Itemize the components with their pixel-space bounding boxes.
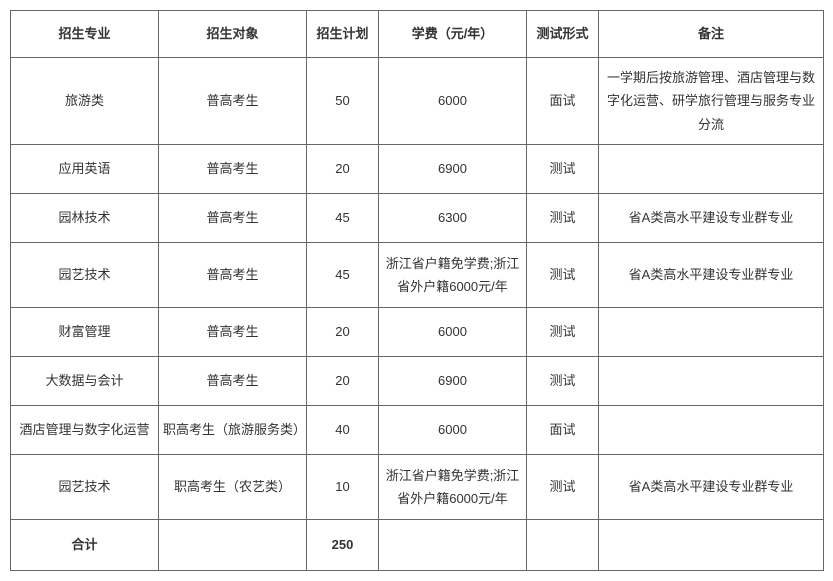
cell-fee: 6000	[379, 406, 527, 455]
cell-plan: 45	[307, 194, 379, 243]
cell-test: 测试	[527, 308, 599, 357]
cell-note: 省A类高水平建设专业群专业	[599, 455, 824, 520]
total-plan: 250	[307, 520, 379, 571]
header-plan: 招生计划	[307, 11, 379, 58]
cell-fee: 6300	[379, 194, 527, 243]
cell-major: 应用英语	[11, 145, 159, 194]
table-row: 财富管理普高考生206000测试	[11, 308, 824, 357]
cell-major: 大数据与会计	[11, 357, 159, 406]
cell-major: 园林技术	[11, 194, 159, 243]
cell-target: 普高考生	[159, 58, 307, 145]
cell-note	[599, 406, 824, 455]
cell-major: 园艺技术	[11, 455, 159, 520]
table-row: 大数据与会计普高考生206900测试	[11, 357, 824, 406]
cell-note	[599, 357, 824, 406]
cell-note: 一学期后按旅游管理、酒店管理与数字化运营、研学旅行管理与服务专业分流	[599, 58, 824, 145]
cell-plan: 20	[307, 357, 379, 406]
cell-note: 省A类高水平建设专业群专业	[599, 194, 824, 243]
total-empty	[527, 520, 599, 571]
cell-test: 面试	[527, 58, 599, 145]
table-total-row: 合计 250	[11, 520, 824, 571]
cell-plan: 45	[307, 243, 379, 308]
total-empty	[599, 520, 824, 571]
cell-test: 测试	[527, 357, 599, 406]
cell-target: 职高考生（农艺类）	[159, 455, 307, 520]
cell-major: 旅游类	[11, 58, 159, 145]
total-empty	[379, 520, 527, 571]
cell-target: 职高考生（旅游服务类）	[159, 406, 307, 455]
cell-plan: 40	[307, 406, 379, 455]
cell-target: 普高考生	[159, 194, 307, 243]
cell-target: 普高考生	[159, 308, 307, 357]
cell-major: 财富管理	[11, 308, 159, 357]
cell-plan: 20	[307, 145, 379, 194]
cell-plan: 50	[307, 58, 379, 145]
cell-fee: 浙江省户籍免学费;浙江省外户籍6000元/年	[379, 243, 527, 308]
header-note: 备注	[599, 11, 824, 58]
table-row: 酒店管理与数字化运营职高考生（旅游服务类）406000面试	[11, 406, 824, 455]
table-row: 园艺技术职高考生（农艺类）10浙江省户籍免学费;浙江省外户籍6000元/年测试省…	[11, 455, 824, 520]
cell-note: 省A类高水平建设专业群专业	[599, 243, 824, 308]
header-fee: 学费（元/年）	[379, 11, 527, 58]
cell-test: 测试	[527, 243, 599, 308]
cell-test: 面试	[527, 406, 599, 455]
cell-plan: 10	[307, 455, 379, 520]
cell-target: 普高考生	[159, 243, 307, 308]
total-empty	[159, 520, 307, 571]
cell-test: 测试	[527, 145, 599, 194]
cell-fee: 6000	[379, 58, 527, 145]
table-row: 旅游类普高考生506000面试一学期后按旅游管理、酒店管理与数字化运营、研学旅行…	[11, 58, 824, 145]
header-target: 招生对象	[159, 11, 307, 58]
cell-note	[599, 308, 824, 357]
cell-major: 酒店管理与数字化运营	[11, 406, 159, 455]
cell-fee: 6900	[379, 145, 527, 194]
cell-fee: 浙江省户籍免学费;浙江省外户籍6000元/年	[379, 455, 527, 520]
cell-plan: 20	[307, 308, 379, 357]
total-label: 合计	[11, 520, 159, 571]
table-row: 园林技术普高考生456300测试省A类高水平建设专业群专业	[11, 194, 824, 243]
table-body: 旅游类普高考生506000面试一学期后按旅游管理、酒店管理与数字化运营、研学旅行…	[11, 58, 824, 571]
cell-note	[599, 145, 824, 194]
cell-major: 园艺技术	[11, 243, 159, 308]
header-major: 招生专业	[11, 11, 159, 58]
cell-test: 测试	[527, 194, 599, 243]
cell-test: 测试	[527, 455, 599, 520]
cell-fee: 6000	[379, 308, 527, 357]
table-row: 园艺技术普高考生45浙江省户籍免学费;浙江省外户籍6000元/年测试省A类高水平…	[11, 243, 824, 308]
admissions-table: 招生专业 招生对象 招生计划 学费（元/年） 测试形式 备注 旅游类普高考生50…	[10, 10, 824, 571]
cell-fee: 6900	[379, 357, 527, 406]
cell-target: 普高考生	[159, 357, 307, 406]
table-header-row: 招生专业 招生对象 招生计划 学费（元/年） 测试形式 备注	[11, 11, 824, 58]
header-test: 测试形式	[527, 11, 599, 58]
table-row: 应用英语普高考生206900测试	[11, 145, 824, 194]
cell-target: 普高考生	[159, 145, 307, 194]
